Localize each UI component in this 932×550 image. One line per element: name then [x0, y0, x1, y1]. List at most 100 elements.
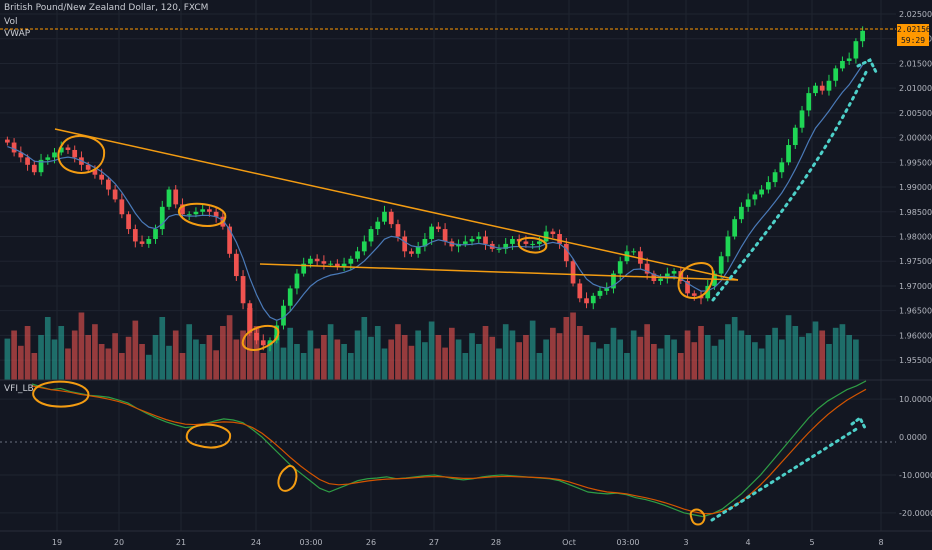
volume-bar	[206, 335, 213, 380]
price-tick-label: 1.97500	[899, 257, 932, 266]
candle-body	[153, 229, 158, 239]
vwap-indicator-label[interactable]: VWAP	[4, 29, 31, 39]
volume-bar	[327, 324, 334, 380]
volume-bar	[415, 330, 421, 380]
lower-trendline	[259, 263, 739, 281]
volume-bar	[509, 330, 516, 380]
candle-body	[638, 251, 643, 264]
candle-body	[382, 211, 387, 222]
candle-body	[159, 206, 165, 230]
candle-body	[180, 204, 185, 215]
volume-bar	[792, 326, 799, 380]
volume-bar	[92, 324, 98, 380]
volume-bar	[374, 326, 381, 380]
candle-body	[126, 214, 131, 230]
candle-body	[38, 159, 44, 173]
candle-body	[685, 281, 690, 294]
candle-body	[523, 241, 529, 244]
dotted-arrow	[710, 426, 860, 522]
volume-bar	[657, 348, 664, 380]
time-tick-label: 24	[251, 538, 261, 547]
volume-bars	[4, 308, 859, 380]
volume-bar	[280, 347, 287, 380]
candle-body	[705, 285, 711, 299]
candle-body	[819, 85, 825, 91]
vfi-axis[interactable]: 10.0000 0.0000 -10.0000 -20.0000	[899, 395, 932, 518]
candle-body	[106, 179, 111, 190]
volume-bar	[725, 324, 731, 380]
volume-bar	[610, 327, 617, 380]
candle-body	[664, 273, 670, 279]
volume-bar	[428, 321, 435, 380]
volume-bar	[832, 327, 839, 380]
volume-bar	[718, 339, 725, 380]
volume-bar	[253, 326, 260, 380]
candle-body	[294, 273, 300, 289]
time-axis[interactable]: 19 20 21 24 03:00 26 27 28 Oct 03:00 3 4 5 8	[52, 538, 884, 547]
volume-bar	[422, 342, 428, 380]
candle-body	[799, 110, 805, 128]
time-tick-label: 8	[878, 538, 883, 547]
candle-body	[476, 236, 482, 239]
volume-bar	[125, 336, 132, 380]
circle-annotation	[689, 508, 706, 526]
candle-body	[260, 340, 266, 346]
candle-body	[139, 241, 145, 244]
vfi-series-line	[31, 385, 867, 515]
candle-body	[233, 253, 239, 277]
volume-bar	[11, 330, 17, 380]
price-tick-label: 1.98000	[899, 233, 932, 242]
candle-body	[18, 152, 24, 158]
volume-bar	[785, 315, 792, 380]
volume-bar	[435, 335, 442, 380]
volume-bar	[307, 330, 314, 380]
candle-body	[11, 142, 17, 153]
circle-annotation	[517, 236, 548, 254]
candle-body	[496, 248, 502, 250]
volume-bar	[395, 324, 401, 380]
volume-bar	[65, 348, 71, 380]
candle-body	[254, 332, 259, 341]
vfi-tick-label: 0.0000	[899, 433, 927, 442]
vwap-path	[7, 64, 864, 321]
time-tick-label: 19	[52, 538, 62, 547]
candle-body	[31, 164, 37, 173]
price-axis[interactable]: 2.025002.020002.015002.010002.005002.000…	[899, 10, 932, 365]
candle-body	[308, 258, 313, 264]
candle-body	[611, 273, 616, 289]
volume-bar	[603, 344, 610, 380]
candle-body	[240, 276, 246, 304]
circle-annotation	[241, 324, 280, 352]
candle-body	[166, 189, 172, 207]
candle-body	[860, 30, 865, 42]
volume-bar	[455, 339, 462, 380]
volume-bar	[496, 348, 502, 380]
volume-bar	[738, 330, 745, 380]
vol-indicator-label[interactable]: Vol	[4, 17, 18, 27]
candle-body	[779, 162, 785, 173]
candle-body	[422, 238, 428, 247]
candle-body	[301, 263, 307, 274]
volume-bar	[617, 339, 624, 380]
vfi-indicator-label[interactable]: VFI_LB	[4, 384, 34, 394]
pane-separator	[0, 379, 932, 532]
volume-bar	[637, 336, 644, 380]
volume-bar	[651, 344, 657, 380]
volume-bar	[489, 336, 496, 380]
time-tick-label: 3	[683, 538, 688, 547]
vfi-series-line	[31, 380, 867, 518]
candle-body	[752, 194, 758, 200]
volume-bar	[213, 350, 219, 380]
volume-bar	[347, 353, 354, 380]
volume-bar	[381, 348, 388, 380]
candle-body	[314, 258, 320, 262]
time-tick-label: 03:00	[299, 538, 322, 547]
candle-body	[846, 58, 852, 61]
symbol-title[interactable]: British Pound/New Zealand Dollar, 120, F…	[4, 3, 209, 13]
candle-body	[725, 236, 731, 257]
candle-body	[227, 226, 232, 254]
volume-bar	[765, 335, 772, 380]
candle-body	[840, 60, 845, 69]
candle-body	[671, 271, 677, 274]
